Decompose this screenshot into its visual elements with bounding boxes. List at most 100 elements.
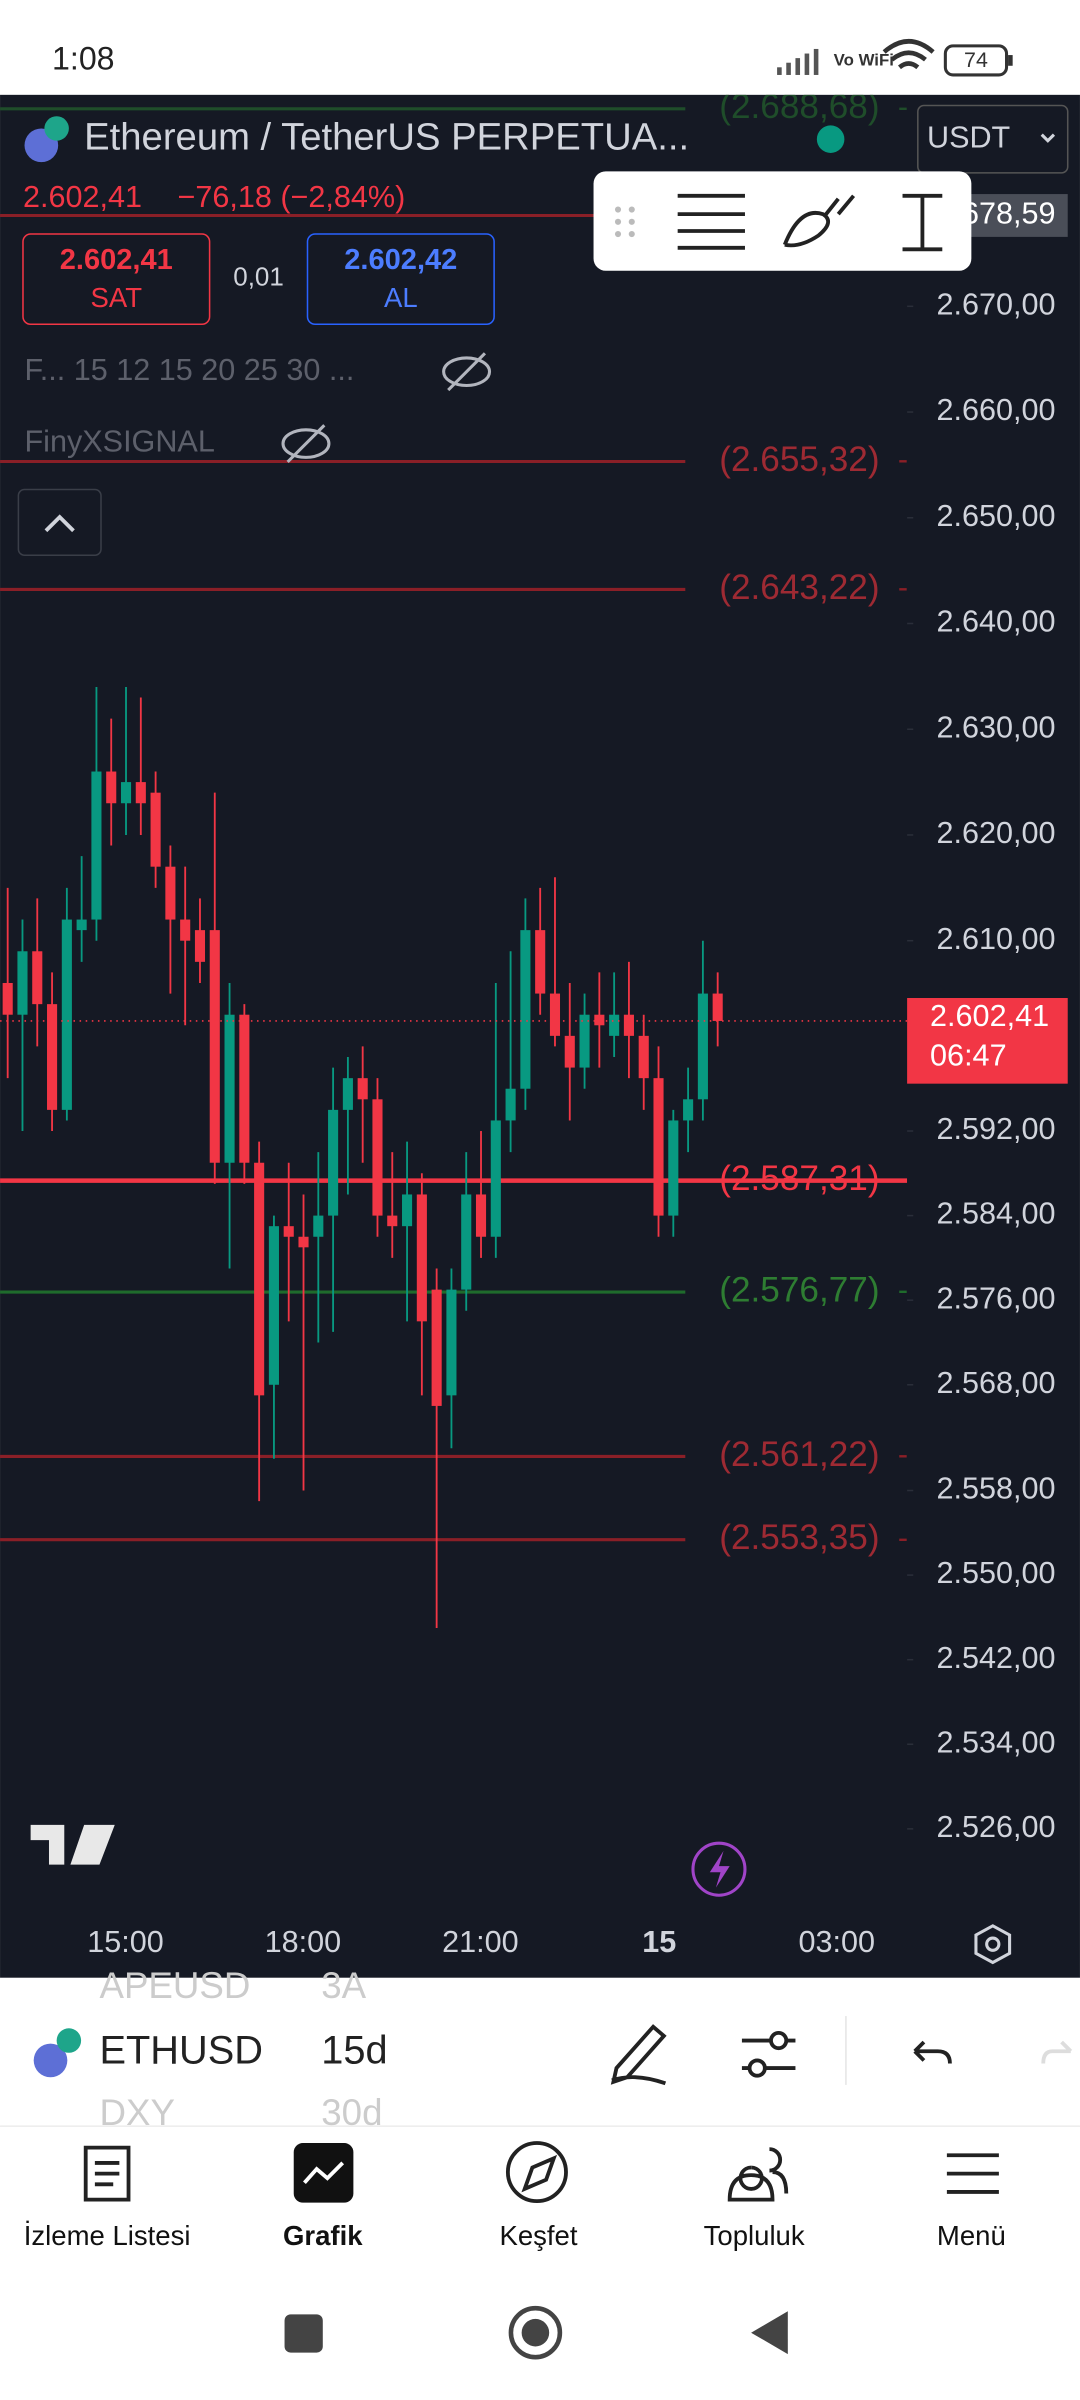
candle-body xyxy=(32,951,43,1005)
candle-body xyxy=(668,1120,679,1216)
interval-next[interactable]: 30d xyxy=(321,2092,382,2133)
brush-tool[interactable] xyxy=(782,194,856,248)
sell-button[interactable] xyxy=(22,233,211,326)
candle-body xyxy=(91,771,102,920)
level-label: (2.561,22) xyxy=(719,1435,879,1474)
tether-icon xyxy=(56,2028,82,2053)
nav-label[interactable]: Topluluk xyxy=(704,2220,805,2251)
home-button[interactable] xyxy=(508,2305,563,2360)
candle-body xyxy=(653,1078,664,1216)
draw-button[interactable] xyxy=(610,2024,667,2086)
candle-body xyxy=(697,993,708,1100)
candle-body xyxy=(47,1004,58,1110)
hide-icon[interactable] xyxy=(442,352,492,392)
nav-label[interactable]: Keşfet xyxy=(499,2220,577,2251)
symbol-prev[interactable]: APEUSD xyxy=(99,1965,250,2006)
battery xyxy=(943,44,1009,77)
candle-body xyxy=(638,1035,649,1079)
candle-body xyxy=(298,1236,309,1248)
candle-body xyxy=(150,792,161,867)
candle-body xyxy=(564,1035,575,1068)
candle-body xyxy=(683,1099,694,1121)
buy-button[interactable] xyxy=(306,233,495,326)
candle-body xyxy=(283,1226,294,1237)
home-dot xyxy=(521,2318,550,2347)
spread: 0,01 xyxy=(233,261,284,291)
back-button[interactable] xyxy=(751,2311,788,2355)
level-label: (2.655,32) xyxy=(719,440,879,479)
candle-body xyxy=(239,1014,250,1163)
signal-icon xyxy=(777,48,819,75)
logo xyxy=(30,1824,115,1865)
nav-bar: İzleme Listesi Grafik Keşfet Topluluk Menü xyxy=(24,2220,1006,2251)
currency: USDT xyxy=(927,120,1010,154)
last-price-box xyxy=(907,998,1068,1084)
redo-button[interactable] xyxy=(1041,2040,1073,2064)
price-change: −76,18 (−2,84%) xyxy=(177,180,405,214)
candle-body xyxy=(165,866,176,920)
candle-body xyxy=(609,1014,620,1036)
candle-body xyxy=(194,930,206,962)
measure-tool[interactable] xyxy=(902,193,943,252)
hide-icon[interactable] xyxy=(281,424,331,464)
symbol[interactable]: ETHUSD xyxy=(99,2028,263,2072)
candle-body xyxy=(579,1014,590,1068)
x-tick-label: 15:00 xyxy=(87,1925,164,1959)
candle-body xyxy=(224,1014,235,1163)
level-label: (2.643,22) xyxy=(719,568,879,607)
candle-body xyxy=(416,1194,427,1322)
x-tick-label: 21:00 xyxy=(442,1925,519,1959)
price-axis: 2.670,00 2.660,00 2.650,00 2.640,00 2.630,00… xyxy=(907,194,1068,1844)
symbol-title[interactable]: Ethereum / TetherUS PERPETUA... xyxy=(84,115,689,158)
settings-dot xyxy=(985,1936,1001,1952)
clock: 1:08 xyxy=(52,41,115,77)
indicators-button[interactable] xyxy=(741,2030,796,2078)
symbol-icon xyxy=(33,2043,68,2078)
y-tick-label: 2.660,00 xyxy=(936,393,1055,427)
drawing-toolbar xyxy=(593,171,972,271)
collapse-button[interactable] xyxy=(17,488,102,557)
sell-label: SAT xyxy=(91,282,143,313)
candle-body xyxy=(372,1099,383,1216)
candle-body xyxy=(106,771,117,804)
interval[interactable]: 15d xyxy=(321,2028,387,2072)
watchlist-icon[interactable] xyxy=(83,2145,131,2202)
menu-icon[interactable] xyxy=(946,2153,999,2194)
candle-body xyxy=(135,782,146,804)
level-dash: - xyxy=(898,1521,908,1555)
currency-select[interactable] xyxy=(917,104,1069,174)
time-axis: 15:00 18:00 21:00 15 03:00 xyxy=(87,1925,875,1959)
y-tick-label: 2.640,00 xyxy=(936,605,1055,639)
indicator[interactable]: FinyXSIGNAL xyxy=(25,425,215,459)
lines-tool[interactable] xyxy=(677,193,745,250)
nav-label[interactable]: İzleme Listesi xyxy=(24,2220,191,2251)
community-icon[interactable] xyxy=(727,2147,789,2202)
nav-label[interactable]: Grafik xyxy=(283,2220,363,2251)
y-tick-label: 2.610,00 xyxy=(936,922,1055,956)
explore-icon[interactable] xyxy=(505,2141,568,2203)
interval-prev[interactable]: 3A xyxy=(321,1965,366,2006)
y-tick-label: 2.542,00 xyxy=(936,1641,1055,1675)
x-tick-label: 15 xyxy=(642,1925,676,1959)
candle-body xyxy=(61,919,72,1110)
candle-body xyxy=(76,919,87,931)
recents-button[interactable] xyxy=(284,2314,323,2353)
candle-body xyxy=(209,930,220,1163)
level-label: (2.553,35) xyxy=(719,1518,879,1557)
level-dash: - xyxy=(898,90,908,124)
symbol-next[interactable]: DXY xyxy=(99,2092,174,2133)
settings-button[interactable] xyxy=(974,1924,1012,1965)
alert-button[interactable] xyxy=(691,1841,747,1897)
undo-button[interactable] xyxy=(913,2040,952,2064)
nav-label[interactable]: Menü xyxy=(937,2220,1006,2251)
indicator[interactable]: F... 15 12 15 20 25 30 ... xyxy=(25,353,355,387)
y-tick-label: 2.630,00 xyxy=(936,710,1055,744)
candle-body xyxy=(17,951,28,1015)
candle-body xyxy=(623,1014,634,1036)
level-dash: - xyxy=(898,571,908,605)
level-dash: - xyxy=(898,443,908,477)
level-dash: - xyxy=(898,1438,908,1472)
candle-body xyxy=(446,1289,457,1396)
